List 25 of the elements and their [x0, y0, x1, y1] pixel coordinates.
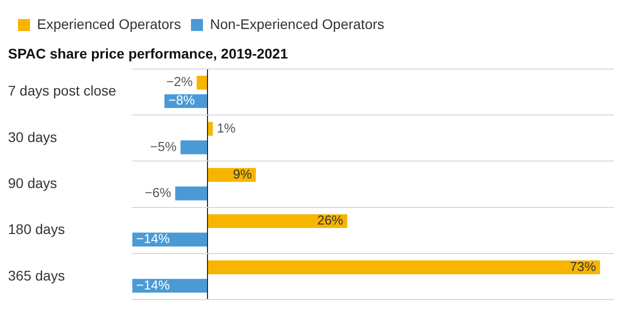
bar [208, 214, 348, 228]
data-label: −5% [150, 138, 177, 154]
y-tick-label: 7 days post close [8, 82, 116, 99]
chart-title: SPAC share price performance, 2019-2021 [8, 45, 288, 62]
bar [196, 76, 207, 90]
bar [180, 140, 207, 154]
data-label: −2% [166, 74, 194, 90]
legend-label: Non-Experienced Operators [210, 16, 384, 32]
bar [132, 232, 207, 247]
data-label: −6% [144, 185, 172, 200]
data-label: −8% [168, 92, 196, 108]
bar [175, 186, 207, 200]
bar [208, 122, 213, 136]
data-label: 73% [570, 258, 596, 274]
data-label: 1% [216, 120, 236, 136]
data-label: −14% [136, 277, 170, 292]
y-tick-label: 180 days [8, 221, 65, 238]
legend-label: Experienced Operators [37, 16, 181, 32]
bar [208, 260, 600, 274]
data-label: 9% [233, 166, 252, 182]
data-label: −14% [136, 231, 170, 246]
y-tick-label: 90 days [8, 175, 58, 192]
y-tick-label: 365 days [8, 267, 65, 284]
data-label: 26% [317, 212, 344, 228]
y-tick-label: 30 days [8, 128, 58, 145]
